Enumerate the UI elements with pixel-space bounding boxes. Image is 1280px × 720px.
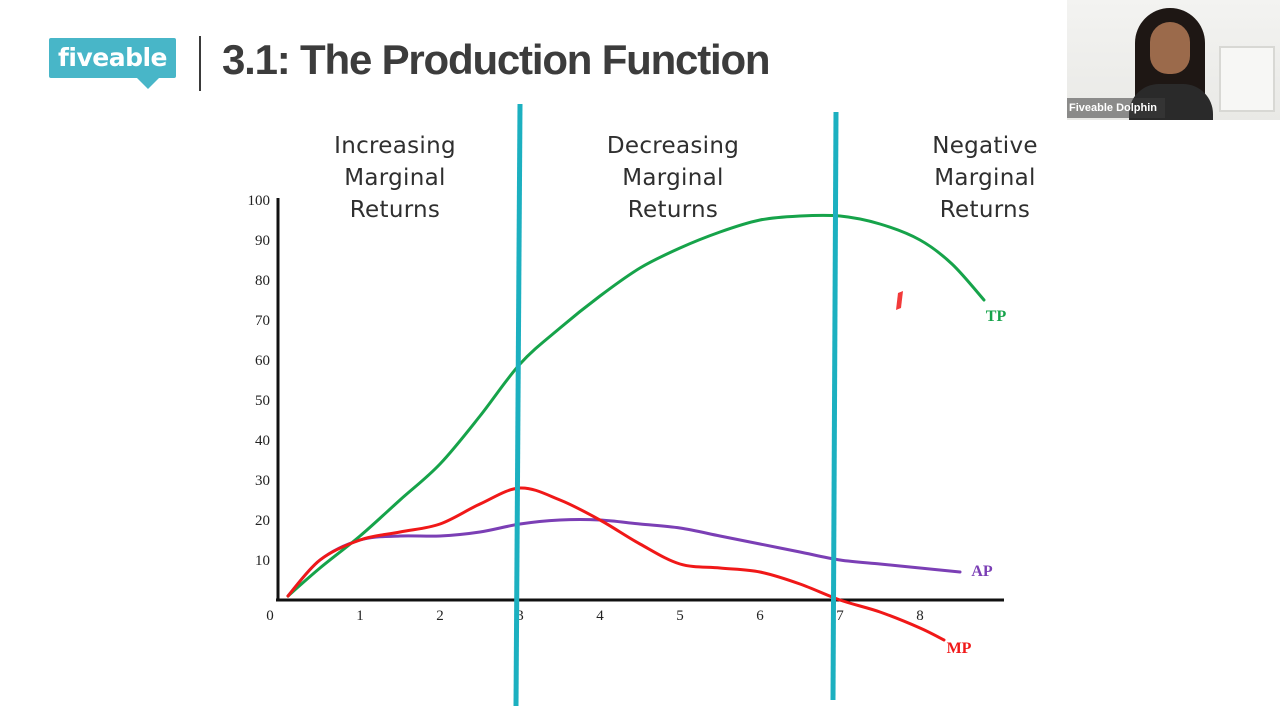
y-tick-label-10: 10 — [255, 553, 270, 569]
background-window — [1219, 46, 1275, 112]
stage-1-label-line-2: Marginal — [344, 165, 445, 191]
y-tick-label-80: 80 — [255, 273, 270, 289]
stage-2-label-line-1: Decreasing — [607, 133, 739, 159]
series-labels: TP MP AP — [947, 308, 1007, 657]
stage-labels: Increasing Marginal Returns Decreasing Margi… — [334, 133, 1038, 223]
pen-annotation-mark — [896, 291, 903, 310]
y-tick-label-100: 100 — [248, 193, 271, 209]
slide-title: 3.1: The Production Function — [222, 36, 771, 83]
stage-1-label-line-1: Increasing — [334, 133, 456, 159]
stage-2-label-line-3: Returns — [628, 197, 718, 223]
stage-3-label-line-3: Returns — [940, 197, 1030, 223]
y-tick-label-60: 60 — [255, 353, 270, 369]
x-tick-label-3: 3 — [516, 608, 524, 624]
series-line-tp — [286, 213, 986, 598]
stage-divider-2 — [830, 111, 839, 701]
ticks: 0 1 2 3 4 5 6 7 8 10 20 30 40 50 60 70 80 90 100 — [248, 193, 924, 624]
x-tick-label-1: 1 — [356, 608, 364, 624]
participant-face — [1150, 22, 1190, 74]
x-tick-label-6: 6 — [756, 608, 764, 624]
series-label-ap: AP — [971, 563, 993, 580]
axes — [276, 198, 1004, 602]
x-tick-label-7: 7 — [836, 608, 844, 624]
x-tick-label-2: 2 — [436, 608, 444, 624]
x-tick-label-0: 0 — [266, 608, 274, 624]
webcam-video[interactable]: Fiveable Dolphin — [1067, 0, 1280, 120]
y-tick-label-20: 20 — [255, 513, 270, 529]
stage-1-label-line-3: Returns — [350, 197, 440, 223]
stage-3-label-line-1: Negative — [932, 133, 1038, 159]
series-label-mp: MP — [947, 640, 972, 657]
series-line-mp — [286, 486, 946, 642]
series-label-tp: TP — [986, 308, 1007, 325]
participant-name-tag: Fiveable Dolphin — [1067, 98, 1166, 118]
fiveable-logo: fiveable — [49, 38, 176, 89]
y-tick-label-50: 50 — [255, 393, 270, 409]
y-tick-label-30: 30 — [255, 473, 270, 489]
x-tick-label-5: 5 — [676, 608, 684, 624]
series-line-ap — [286, 517, 962, 598]
curves — [286, 213, 986, 642]
title-divider — [199, 36, 201, 91]
stage-divider-1 — [513, 103, 523, 707]
stage-3-label-line-2: Marginal — [934, 165, 1035, 191]
y-tick-label-40: 40 — [255, 433, 270, 449]
stage-dividers — [513, 103, 903, 707]
x-tick-label-4: 4 — [596, 608, 604, 624]
y-tick-label-70: 70 — [255, 313, 270, 329]
x-tick-label-8: 8 — [916, 608, 924, 624]
stage-2-label-line-2: Marginal — [622, 165, 723, 191]
y-tick-label-90: 90 — [255, 233, 270, 249]
logo-text: fiveable — [58, 43, 168, 72]
